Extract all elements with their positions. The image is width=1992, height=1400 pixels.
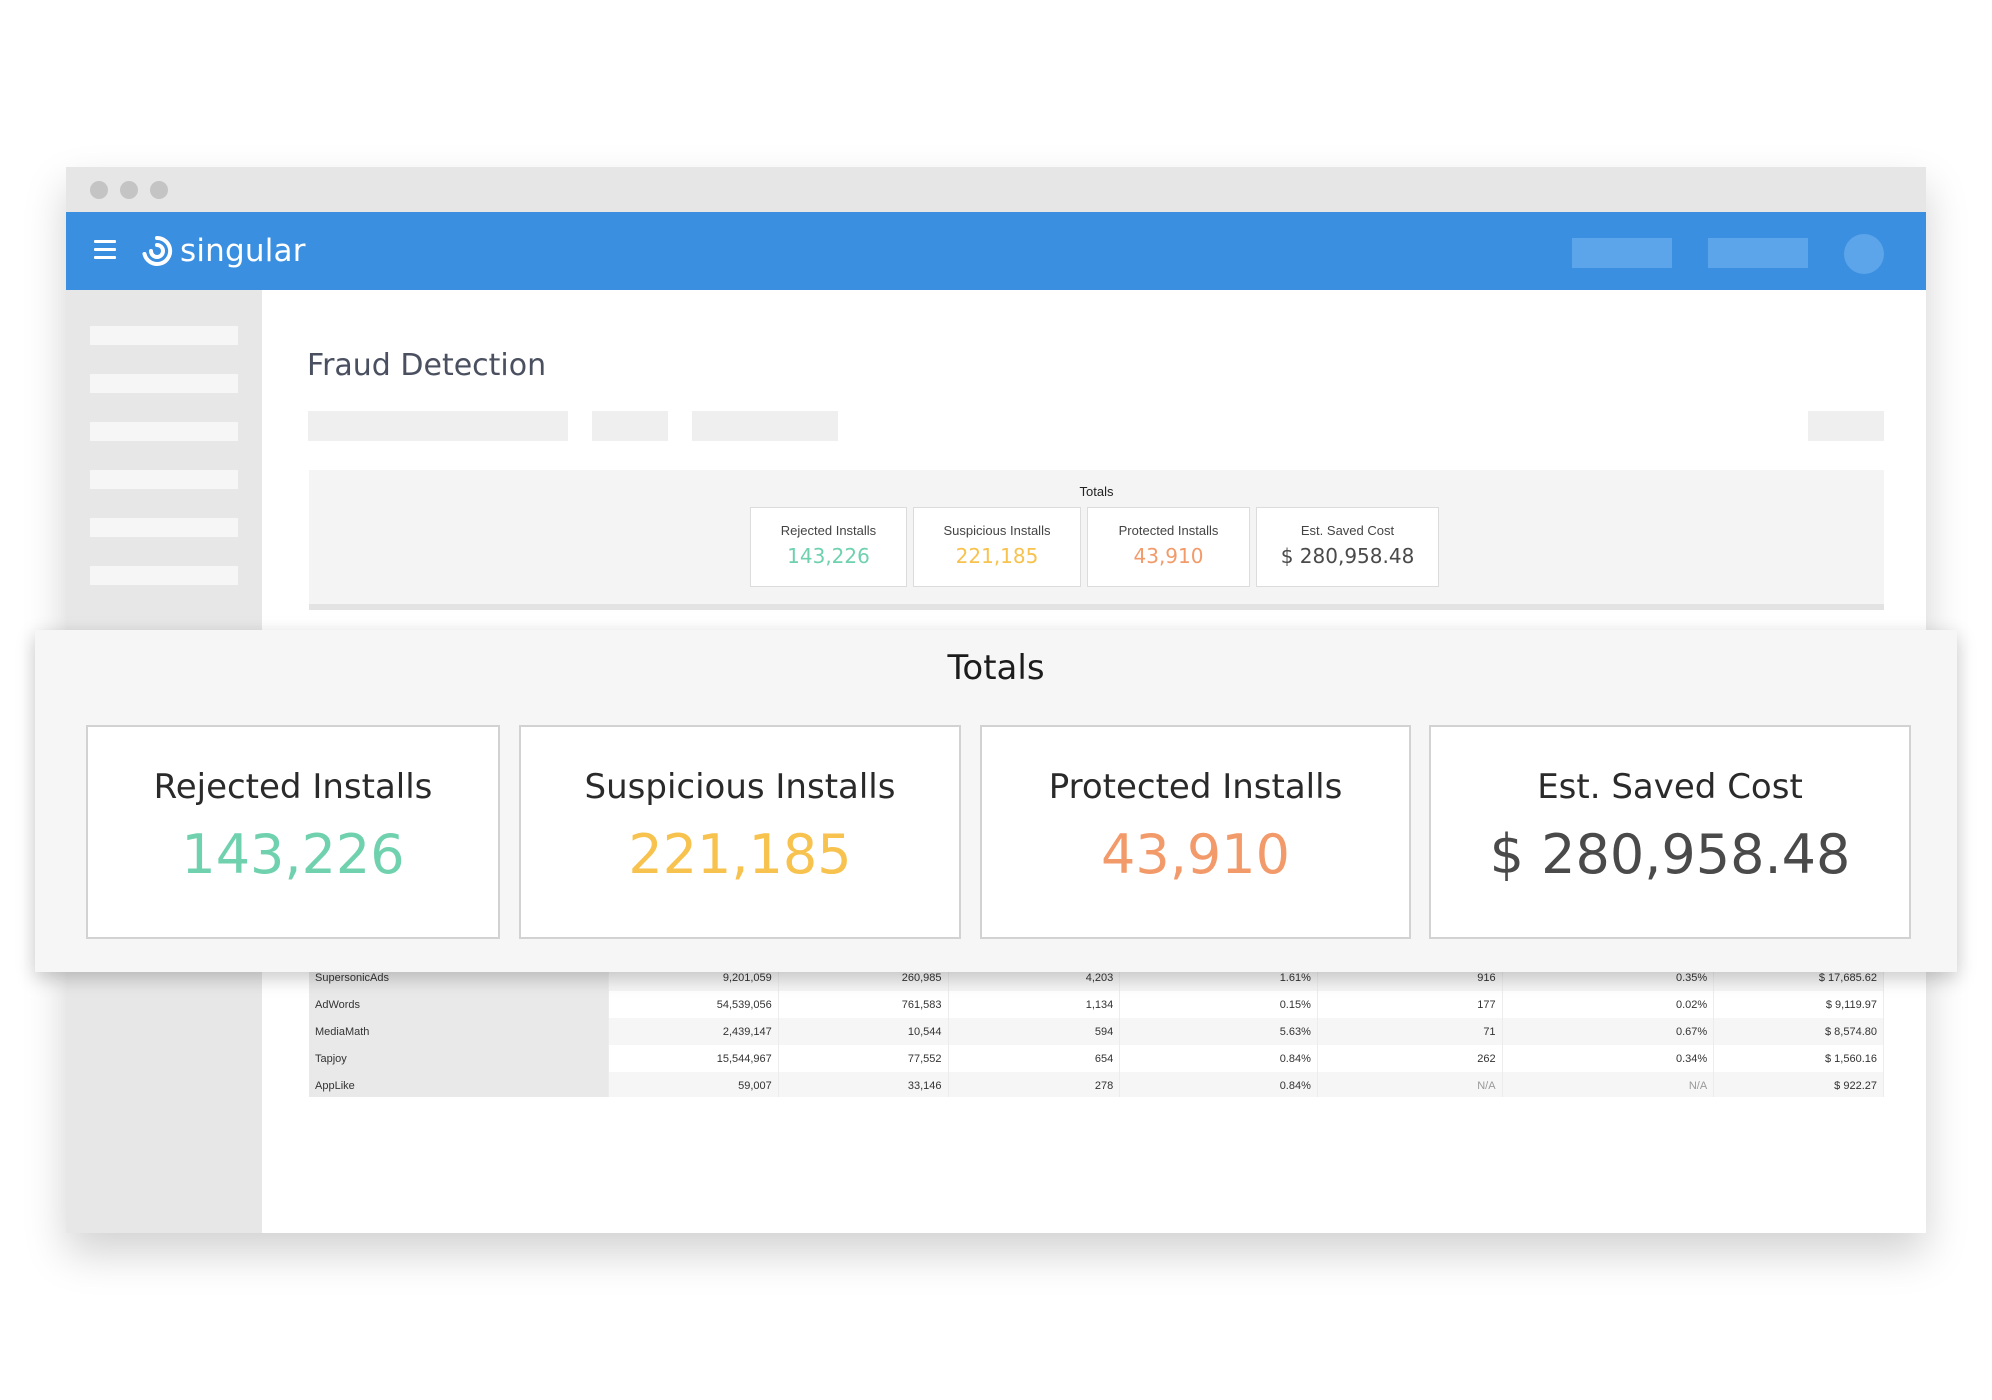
- table-row[interactable]: Tapjoy 15,544,967 77,552 654 0.84% 262 0.34% $ …: [309, 1045, 1884, 1072]
- table-cell: $ 922.27: [1713, 1072, 1884, 1097]
- table-cell: 71: [1317, 1018, 1503, 1045]
- logo-text: singular: [180, 233, 306, 269]
- window-minimize-dot[interactable]: [120, 181, 138, 199]
- totals-title-small: Totals: [1079, 484, 1114, 499]
- table-cell: 2,439,147: [608, 1018, 779, 1045]
- network-name-cell: AppLike: [309, 1072, 610, 1097]
- table-cell: 0.67%: [1502, 1018, 1715, 1045]
- table-cell: N/A: [1317, 1072, 1503, 1097]
- saved-cost-mini-card: Est. Saved Cost $ 280,958.48: [1256, 507, 1439, 587]
- table-cell: 0.02%: [1502, 991, 1715, 1018]
- app-header: singular: [66, 212, 1926, 290]
- totals-title: Totals: [947, 648, 1045, 688]
- table-cell: 0.15%: [1119, 991, 1318, 1018]
- table-cell: 0.34%: [1502, 1045, 1715, 1072]
- rejected-installs-value: 143,226: [787, 544, 870, 568]
- table-row[interactable]: MediaMath 2,439,147 10,544 594 5.63% 71 0.67% $…: [309, 1018, 1884, 1045]
- network-name-cell: MediaMath: [309, 1018, 610, 1045]
- protected-installs-label: Protected Installs: [1118, 523, 1219, 538]
- rejected-installs-card: Rejected Installs 143,226: [86, 725, 500, 939]
- table-cell: 54,539,056: [608, 991, 779, 1018]
- window-close-dot[interactable]: [90, 181, 108, 199]
- suspicious-installs-value: 221,185: [628, 823, 852, 886]
- table-cell: $ 8,574.80: [1713, 1018, 1884, 1045]
- rejected-installs-label: Rejected Installs: [780, 523, 877, 538]
- table-cell: 10,544: [778, 1018, 949, 1045]
- table-cell: $ 1,560.16: [1713, 1045, 1884, 1072]
- table-cell: N/A: [1502, 1072, 1715, 1097]
- rejected-installs-mini-card: Rejected Installs 143,226: [750, 507, 907, 587]
- suspicious-installs-label: Suspicious Installs: [943, 523, 1051, 538]
- protected-installs-label: Protected Installs: [1048, 767, 1343, 807]
- suspicious-installs-card: Suspicious Installs 221,185: [519, 725, 961, 939]
- protected-installs-card: Protected Installs 43,910: [980, 725, 1411, 939]
- table-cell: 654: [948, 1045, 1121, 1072]
- window-titlebar: [66, 167, 1926, 212]
- saved-cost-card: Est. Saved Cost $ 280,958.48: [1429, 725, 1911, 939]
- header-button-placeholder[interactable]: [1708, 238, 1808, 268]
- menu-icon[interactable]: [94, 240, 116, 260]
- filter-placeholder[interactable]: [592, 411, 668, 441]
- section-header-strip: [309, 610, 1884, 630]
- totals-panel-small: Totals Rejected Installs 143,226 Suspici…: [309, 470, 1884, 605]
- suspicious-installs-label: Suspicious Installs: [584, 767, 896, 807]
- sidebar-item[interactable]: [90, 566, 238, 585]
- section-divider: [309, 604, 1884, 610]
- protected-installs-mini-card: Protected Installs 43,910: [1087, 507, 1250, 587]
- suspicious-installs-value: 221,185: [955, 544, 1039, 568]
- singular-logo[interactable]: singular: [140, 232, 306, 270]
- table-cell: 0.84%: [1119, 1045, 1318, 1072]
- suspicious-installs-mini-card: Suspicious Installs 221,185: [913, 507, 1081, 587]
- rejected-installs-value: 143,226: [181, 823, 405, 886]
- saved-cost-label: Est. Saved Cost: [1300, 523, 1395, 538]
- table-cell: 262: [1317, 1045, 1503, 1072]
- protected-installs-value: 43,910: [1133, 544, 1204, 568]
- header-button-placeholder[interactable]: [1572, 238, 1672, 268]
- table-cell: 177: [1317, 991, 1503, 1018]
- action-placeholder[interactable]: [1808, 411, 1884, 441]
- singular-logo-icon: [142, 235, 173, 266]
- filter-placeholder[interactable]: [308, 411, 568, 441]
- filter-placeholder[interactable]: [692, 411, 838, 441]
- page-title: Fraud Detection: [307, 348, 547, 383]
- table-row[interactable]: AppLike 59,007 33,146 278 0.84% N/A N/A $ 922.2…: [309, 1072, 1884, 1097]
- sidebar-item[interactable]: [90, 374, 238, 393]
- table-cell: 278: [948, 1072, 1121, 1097]
- table-cell: 761,583: [778, 991, 949, 1018]
- table-cell: 594: [948, 1018, 1121, 1045]
- network-name-cell: AdWords: [309, 991, 610, 1018]
- table-cell: 33,146: [778, 1072, 949, 1097]
- rejected-installs-label: Rejected Installs: [153, 767, 433, 807]
- network-name-cell: Tapjoy: [309, 1045, 610, 1072]
- table-cell: 5.63%: [1119, 1018, 1318, 1045]
- sidebar-item[interactable]: [90, 470, 238, 489]
- table-cell: $ 9,119.97: [1713, 991, 1884, 1018]
- sidebar-item[interactable]: [90, 518, 238, 537]
- saved-cost-value: $ 280,958.48: [1489, 823, 1851, 886]
- protected-installs-value: 43,910: [1101, 823, 1290, 886]
- saved-cost-label: Est. Saved Cost: [1537, 767, 1803, 807]
- table-cell: 77,552: [778, 1045, 949, 1072]
- sidebar-item[interactable]: [90, 326, 238, 345]
- table-cell: 1,134: [948, 991, 1121, 1018]
- table-cell: 0.84%: [1119, 1072, 1318, 1097]
- table-cell: 59,007: [608, 1072, 779, 1097]
- totals-zoom-panel: Totals Rejected Installs 143,226 Suspici…: [35, 630, 1957, 972]
- sidebar-item[interactable]: [90, 422, 238, 441]
- table-row[interactable]: AdWords 54,539,056 761,583 1,134 0.15% 177 0.0…: [309, 991, 1884, 1018]
- saved-cost-value: $ 280,958.48: [1280, 544, 1415, 568]
- window-maximize-dot[interactable]: [150, 181, 168, 199]
- table-cell: 15,544,967: [608, 1045, 779, 1072]
- user-avatar[interactable]: [1844, 234, 1884, 274]
